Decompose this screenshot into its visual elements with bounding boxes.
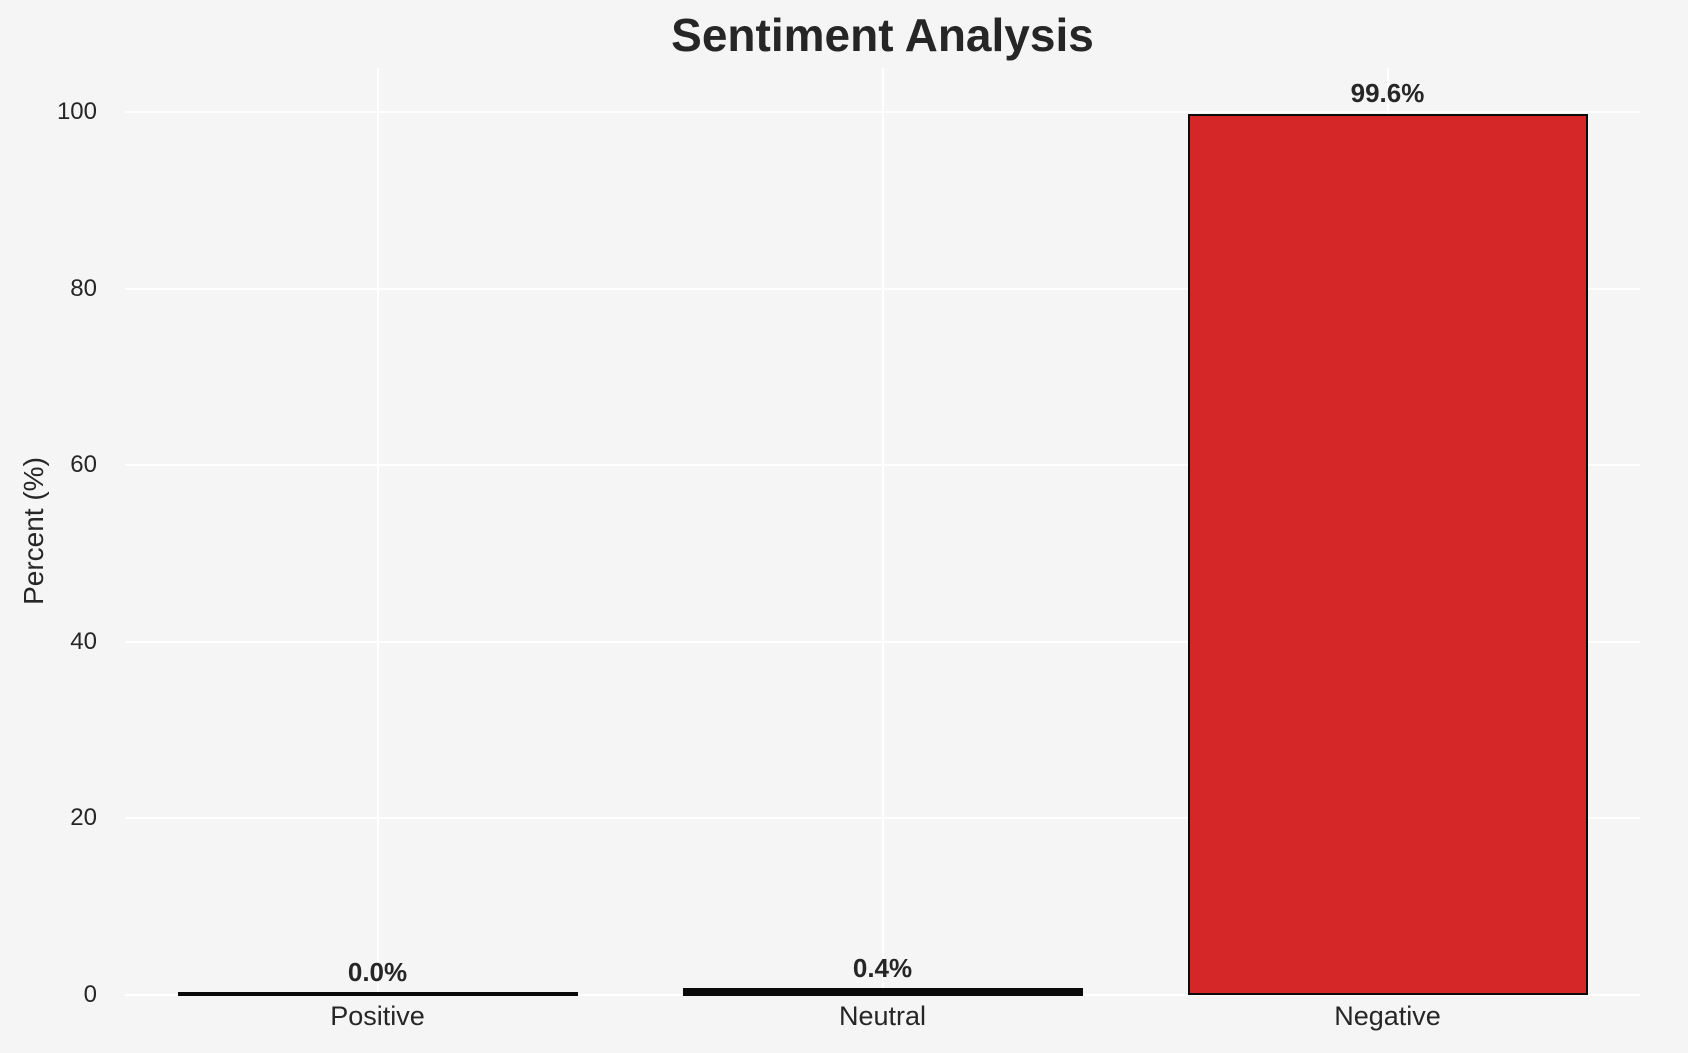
- gridline-vertical: [376, 68, 379, 995]
- bar-negative: [1187, 113, 1588, 995]
- bar-positive: [177, 992, 578, 996]
- value-label-negative: 99.6%: [1350, 77, 1425, 108]
- y-tick-label-80: 80: [70, 274, 97, 302]
- x-tick-label-positive: Positive: [330, 1001, 425, 1031]
- x-tick-label-neutral: Neutral: [838, 1001, 927, 1031]
- y-tick-label-100: 100: [56, 98, 97, 126]
- y-tick-label-40: 40: [70, 627, 97, 655]
- plot-area: 0.0% 0.4% 99.6%: [125, 68, 1640, 996]
- y-tick-label-60: 60: [70, 451, 97, 479]
- bar-neutral: [682, 988, 1083, 996]
- gridline-vertical: [881, 68, 884, 995]
- y-tick-label-0: 0: [83, 981, 97, 1008]
- chart-title: Sentiment Analysis: [671, 9, 1094, 61]
- y-tick-label-20: 20: [70, 804, 97, 832]
- value-label-neutral: 0.4%: [852, 953, 913, 984]
- x-tick-label-negative: Negative: [1334, 1001, 1441, 1031]
- value-label-positive: 0.0%: [347, 957, 408, 987]
